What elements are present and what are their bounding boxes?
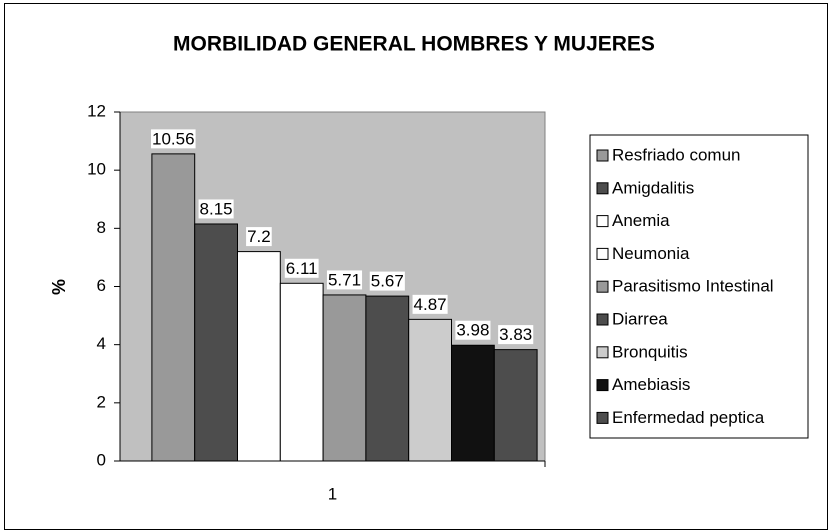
legend-swatch bbox=[596, 346, 609, 359]
value-label: 5.71 bbox=[328, 270, 361, 289]
value-label: 4.87 bbox=[414, 295, 447, 314]
bar bbox=[279, 282, 324, 462]
legend-label: Amebiasis bbox=[612, 375, 690, 394]
legend-label: Amigdalitis bbox=[612, 178, 694, 197]
bar bbox=[365, 295, 410, 462]
x-tick-label: 1 bbox=[328, 484, 337, 503]
legend-label: Neumonia bbox=[612, 244, 690, 263]
legend-swatch bbox=[596, 280, 609, 293]
value-label-bg bbox=[246, 227, 272, 247]
y-tick-label: 2 bbox=[97, 392, 106, 411]
y-tick-label: 0 bbox=[97, 450, 106, 469]
bar bbox=[451, 344, 495, 462]
bar bbox=[322, 294, 367, 462]
y-tick-label: 10 bbox=[87, 160, 106, 179]
y-axis-label: % bbox=[49, 279, 69, 295]
legend-label: Resfriado comun bbox=[612, 145, 741, 164]
bar bbox=[194, 223, 238, 462]
bar bbox=[408, 318, 453, 462]
y-tick-label: 12 bbox=[87, 101, 106, 120]
value-label: 3.98 bbox=[456, 321, 489, 340]
legend-label: Anemia bbox=[612, 211, 670, 230]
legend-swatch bbox=[596, 379, 609, 392]
value-label-bg bbox=[198, 199, 234, 219]
legend-swatch bbox=[596, 149, 609, 162]
legend-label: Diarrea bbox=[612, 309, 668, 328]
value-label: 7.2 bbox=[247, 227, 271, 246]
value-label-bg bbox=[326, 270, 363, 290]
value-label: 8.15 bbox=[200, 199, 233, 218]
legend-label: Bronquitis bbox=[612, 342, 688, 361]
value-label-bg bbox=[498, 325, 534, 345]
value-label-bg bbox=[151, 129, 196, 149]
legend-swatch bbox=[596, 247, 609, 260]
bar bbox=[493, 349, 538, 462]
y-tick-label: 6 bbox=[97, 276, 106, 295]
y-tick-label: 4 bbox=[97, 334, 106, 353]
legend-label: Enfermedad peptica bbox=[612, 408, 765, 427]
legend-label: Parasitismo Intestinal bbox=[612, 277, 774, 296]
legend-swatch bbox=[596, 215, 609, 228]
legend-swatch bbox=[596, 182, 609, 195]
legend-swatch bbox=[596, 411, 609, 424]
value-label-bg bbox=[369, 271, 405, 291]
value-label-bg bbox=[455, 320, 491, 340]
bar bbox=[151, 153, 196, 462]
value-label: 10.56 bbox=[152, 129, 195, 148]
legend-swatch bbox=[596, 313, 609, 326]
legend bbox=[589, 134, 809, 439]
y-tick-label: 8 bbox=[97, 218, 106, 237]
value-label-bg bbox=[284, 258, 319, 278]
value-label: 5.67 bbox=[371, 272, 404, 291]
bar bbox=[237, 251, 281, 462]
value-label-bg bbox=[412, 294, 448, 314]
value-label: 6.11 bbox=[286, 259, 318, 278]
value-label: 3.83 bbox=[499, 325, 532, 344]
chart-title: MORBILIDAD GENERAL HOMBRES Y MUJERES bbox=[173, 33, 655, 56]
